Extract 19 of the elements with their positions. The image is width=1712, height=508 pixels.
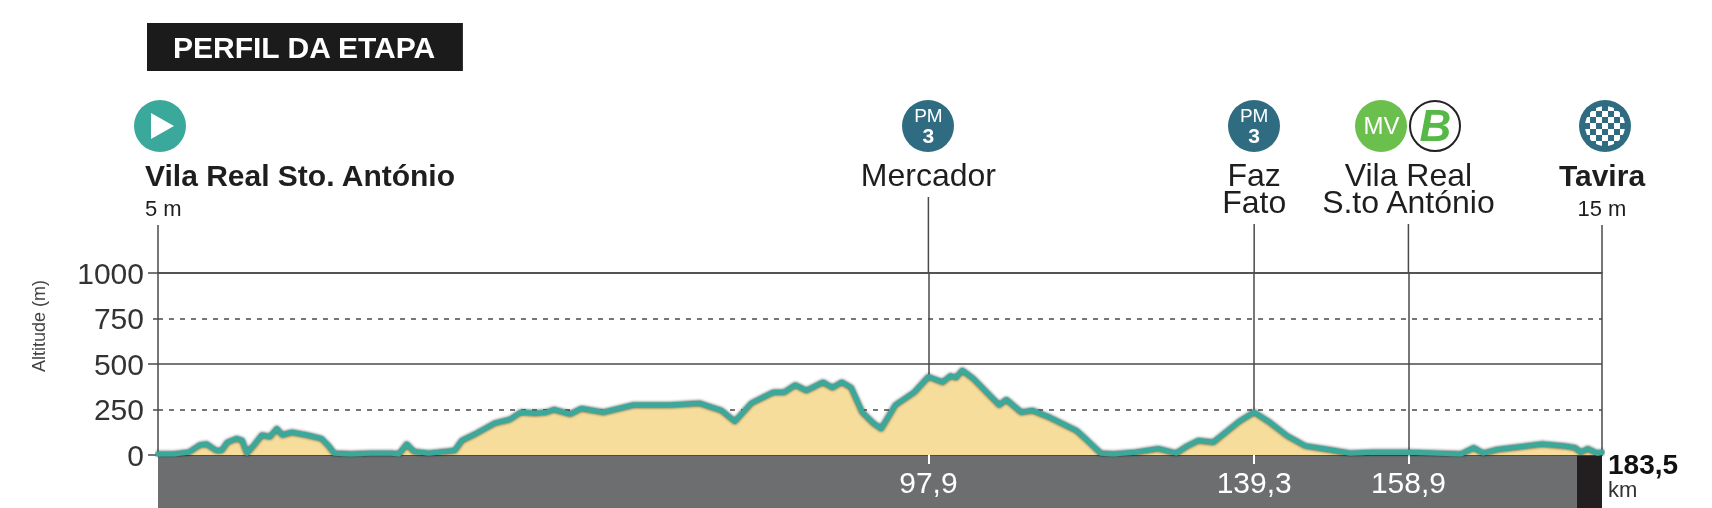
- y-tick-label: 750: [93, 302, 144, 335]
- y-tick-label: 0: [127, 438, 144, 472]
- text: Mercador: [860, 157, 997, 193]
- y-tick-label: 500: [93, 347, 144, 381]
- text: Vila Real S.to António: [1322, 157, 1495, 220]
- x-tick-label: 97,9: [899, 465, 958, 499]
- round-badge: MV: [1355, 100, 1408, 152]
- y-tick-label: 1000: [77, 256, 144, 290]
- round-badge: PM 3: [1228, 100, 1281, 152]
- x-tick-label: 158,9: [1370, 465, 1446, 499]
- text: Faz Fato: [1222, 157, 1287, 220]
- round-badge: PM 3: [902, 100, 955, 152]
- y-axis-title: Altitude (m): [29, 279, 49, 373]
- chart-title: PERFIL DA ETAPA: [173, 30, 436, 64]
- y-tick-label: 250: [93, 393, 144, 426]
- round-badge: B: [1409, 100, 1462, 152]
- x-tick-label: 139,3: [1216, 465, 1292, 499]
- text: Tavira 15 m: [1558, 158, 1646, 221]
- text: Vila Real Sto. António 5 m: [145, 158, 456, 221]
